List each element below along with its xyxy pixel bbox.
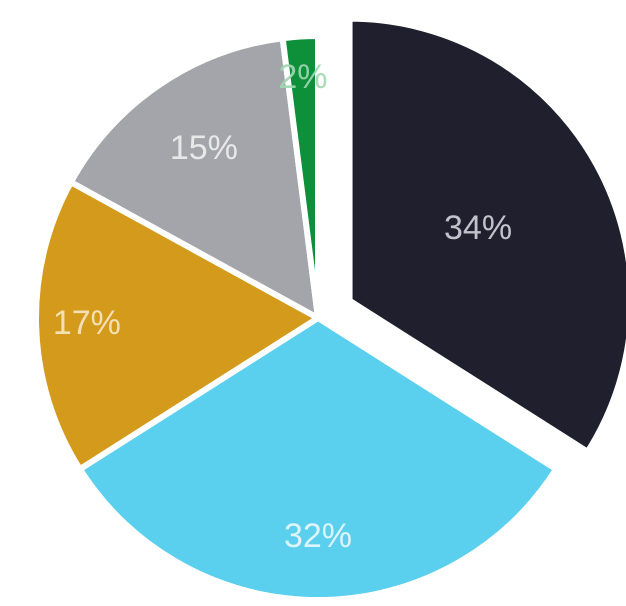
- pie-slice-label-4: 2%: [278, 58, 327, 96]
- pie-slice-label-3: 15%: [170, 129, 238, 167]
- pie-slice-label-1: 32%: [284, 517, 352, 555]
- pie-slice-0: [346, 15, 626, 455]
- pie-slice-3: [67, 35, 321, 321]
- pie-slice-label-0: 34%: [444, 209, 512, 247]
- pie-slices: [33, 15, 626, 603]
- pie-slice-label-2: 17%: [53, 304, 121, 342]
- pie-labels: 34% 32% 17% 15% 2%: [53, 58, 512, 555]
- pie-slice-2: [33, 179, 321, 473]
- pie-slice-4: [279, 33, 321, 321]
- pie-slice-1: [76, 315, 560, 603]
